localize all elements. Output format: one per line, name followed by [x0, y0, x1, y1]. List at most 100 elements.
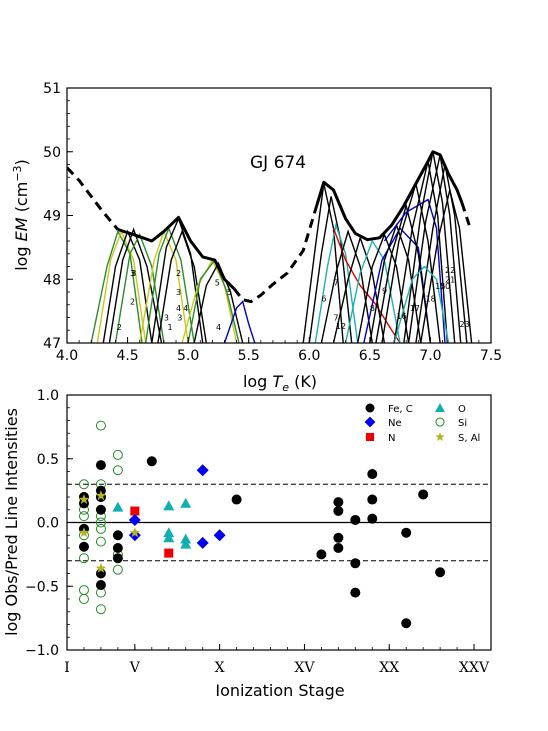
x-tick-label: XV	[294, 660, 315, 676]
curve-label: 4	[216, 323, 221, 332]
data-point	[112, 553, 123, 564]
data-point	[130, 506, 140, 516]
data-point	[163, 527, 175, 538]
data-point	[95, 562, 107, 573]
contribution-curve	[108, 227, 163, 343]
curve-label: 3	[131, 269, 136, 278]
bottom-x-axis-title: Ionization Stage	[215, 681, 344, 700]
contribution-curve	[151, 216, 204, 343]
contribution-curve	[139, 229, 189, 343]
y-tick-label: 47	[43, 336, 61, 352]
data-point	[164, 548, 174, 558]
emd-curve	[67, 150, 471, 304]
data-point	[95, 579, 106, 590]
x-tick-label: 5.0	[177, 348, 199, 364]
emd-dashed-segment	[460, 202, 471, 226]
y-tick-label: −0.5	[25, 579, 59, 595]
legend-label: Si	[458, 418, 467, 429]
top-y-ticks: 47 48 49 50 51	[43, 81, 73, 352]
data-point	[78, 494, 90, 504]
curve-label: 5	[227, 288, 232, 297]
data-point	[78, 541, 89, 552]
data-point	[213, 529, 226, 542]
data-point	[78, 585, 89, 596]
data-point	[231, 494, 242, 505]
x-tick-label: 6.0	[298, 348, 320, 364]
contribution-curve	[332, 235, 386, 343]
legend: Fe, C Ne N O Si S, Al	[364, 403, 480, 444]
contribution-curve	[193, 261, 244, 343]
contribution-curve	[320, 229, 373, 343]
legend-marker	[435, 417, 445, 427]
contribution-curve	[314, 222, 359, 343]
scatter-points	[78, 420, 446, 629]
legend-marker	[365, 403, 375, 413]
legend-marker	[435, 432, 445, 441]
contribution-curve	[308, 196, 353, 343]
data-point	[95, 460, 106, 471]
data-point	[95, 504, 106, 515]
data-point	[316, 549, 327, 560]
data-point	[112, 530, 123, 541]
x-tick-label: 4.5	[116, 348, 138, 364]
y-tick-label: 1.0	[37, 388, 59, 404]
curve-label: 2	[176, 269, 181, 278]
legend-label: N	[388, 433, 395, 444]
top-y-axis-title: log EM (cm−3)	[11, 159, 31, 271]
curve-label: 4	[176, 304, 181, 313]
y-tick-label: 50	[43, 145, 61, 161]
data-point	[78, 479, 89, 490]
curve-label: 18	[426, 295, 436, 304]
data-point	[78, 527, 90, 538]
curve-label: 7	[334, 279, 339, 288]
data-point	[112, 543, 123, 553]
bottom-y-axis-title: log Obs/Pred Line Intensities	[2, 408, 21, 636]
curve-label: 17	[410, 304, 420, 313]
contribution-curve	[375, 203, 432, 343]
data-point	[367, 494, 378, 505]
x-tick-label: I	[64, 660, 70, 676]
data-point	[129, 527, 141, 538]
curve-label: 8	[370, 304, 375, 313]
data-point	[333, 497, 344, 508]
legend-label: S, Al	[458, 433, 480, 444]
curve-label: 16	[397, 312, 407, 321]
data-point	[367, 469, 378, 480]
curve-label: 21	[445, 275, 455, 284]
contribution-curve	[344, 239, 401, 343]
x-tick-label: 6.5	[359, 348, 381, 364]
curve-label: 3	[164, 314, 169, 323]
y-tick-label: −1.0	[25, 643, 59, 659]
y-tick-label: 0.5	[37, 452, 59, 468]
contribution-curve	[90, 229, 143, 343]
x-tick-label: V	[129, 660, 141, 676]
data-point	[112, 465, 123, 476]
data-point	[333, 532, 344, 543]
data-point	[146, 456, 157, 467]
data-point	[435, 567, 446, 578]
line-ratio-plot: I V X XV XX XXV −1.0−0.50.00.51.0 Fe, CNeNOSi…	[2, 388, 492, 700]
legend-label: Fe, C	[388, 404, 413, 415]
curve-label: 1	[168, 323, 173, 332]
curve-label: 3	[130, 269, 135, 278]
data-point	[196, 536, 209, 549]
legend-label: Ne	[388, 418, 402, 429]
x-tick-label: 7.5	[480, 348, 502, 364]
x-tick-label: 5.5	[238, 348, 260, 364]
contribution-curve	[383, 198, 446, 343]
contribution-curve	[114, 232, 165, 343]
emd-solid-segment	[117, 215, 236, 290]
contribution-curves	[90, 151, 473, 343]
data-point	[350, 558, 361, 569]
curve-label: 23	[460, 320, 470, 329]
y-tick-label: 51	[43, 81, 61, 97]
data-point	[163, 500, 175, 511]
data-point	[112, 449, 123, 460]
data-point	[95, 490, 107, 501]
legend-marker	[435, 403, 445, 412]
data-point	[333, 543, 344, 553]
curve-label: 9	[382, 286, 387, 295]
